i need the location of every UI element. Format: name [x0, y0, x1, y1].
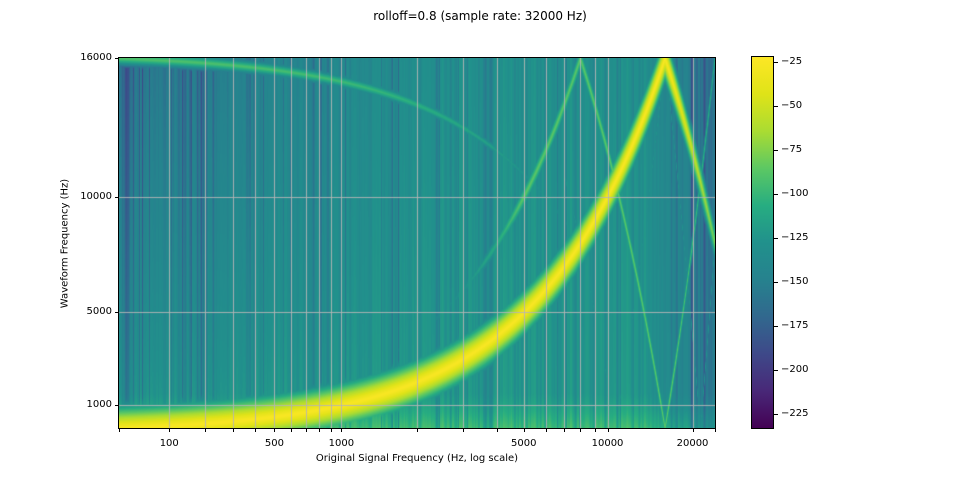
colorbar-tick-mark: [774, 238, 778, 240]
y-tick-mark: [115, 58, 119, 59]
y-tick-mark: [115, 312, 119, 314]
colorbar-tick-mark: [774, 62, 778, 64]
x-tick-label: 100: [159, 438, 179, 449]
colorbar-tick-mark: [774, 326, 778, 328]
x-tick-label: 5000: [510, 438, 537, 449]
colorbar-tick-mark: [774, 369, 778, 371]
x-tick-mark: [607, 428, 609, 432]
colorbar-tick-mark: [774, 194, 778, 196]
y-axis-label: Waveform Frequency (Hz): [59, 178, 71, 309]
colorbar-tick-mark: [774, 106, 778, 108]
x-axis-label: Original Signal Frequency (Hz, log scale…: [315, 453, 519, 464]
x-tick-mark: [715, 428, 716, 432]
x-tick-mark: [305, 428, 307, 432]
chart-title: rolloff=0.8 (sample rate: 32000 Hz): [373, 9, 587, 23]
colorbar-tick-label: −175: [781, 320, 809, 332]
colorbar-tick-label: −50: [781, 100, 803, 112]
x-tick-mark: [545, 428, 547, 432]
x-tick-label: 1000: [328, 438, 355, 449]
x-tick-mark: [692, 428, 694, 432]
colorbar-tick-mark: [774, 150, 778, 152]
x-tick-mark: [564, 428, 566, 432]
colorbar-tick-label: −25: [781, 56, 803, 68]
colorbar-tick-label: −225: [781, 407, 809, 419]
x-tick-mark: [119, 428, 120, 432]
x-tick-label: 20000: [676, 438, 709, 449]
y-tick-mark: [115, 404, 119, 406]
x-tick-mark: [318, 428, 320, 432]
x-tick-label: 500: [264, 438, 284, 449]
x-tick-mark: [204, 428, 206, 432]
x-tick-mark: [341, 428, 343, 432]
x-tick-mark: [416, 428, 418, 432]
colorbar-tick-label: −150: [781, 276, 809, 288]
y-tick-label: 5000: [86, 306, 112, 318]
x-tick-mark: [274, 428, 276, 432]
colorbar-tick-label: −200: [781, 363, 809, 375]
colorbar-tick-mark: [774, 413, 778, 415]
spectrogram-heatmap: [119, 58, 715, 428]
y-tick-label: 1000: [86, 398, 112, 410]
y-tick-label: 16000: [80, 52, 112, 63]
colorbar: [751, 56, 774, 429]
x-tick-mark: [255, 428, 257, 432]
x-tick-mark: [594, 428, 596, 432]
colorbar-tick-label: −125: [781, 232, 809, 244]
y-tick-mark: [115, 196, 119, 198]
x-tick-mark: [523, 428, 525, 432]
colorbar-tick-label: −75: [781, 144, 803, 156]
plot-area: [118, 57, 716, 429]
x-tick-mark: [497, 428, 499, 432]
x-tick-mark: [290, 428, 292, 432]
colorbar-tick-mark: [774, 282, 778, 284]
colorbar-tick-label: −100: [781, 188, 809, 200]
y-tick-label: 10000: [80, 190, 112, 202]
x-tick-mark: [580, 428, 582, 432]
x-tick-mark: [463, 428, 465, 432]
x-tick-mark: [169, 428, 171, 432]
x-tick-mark: [232, 428, 234, 432]
x-tick-mark: [330, 428, 332, 432]
x-tick-label: 10000: [591, 438, 624, 449]
